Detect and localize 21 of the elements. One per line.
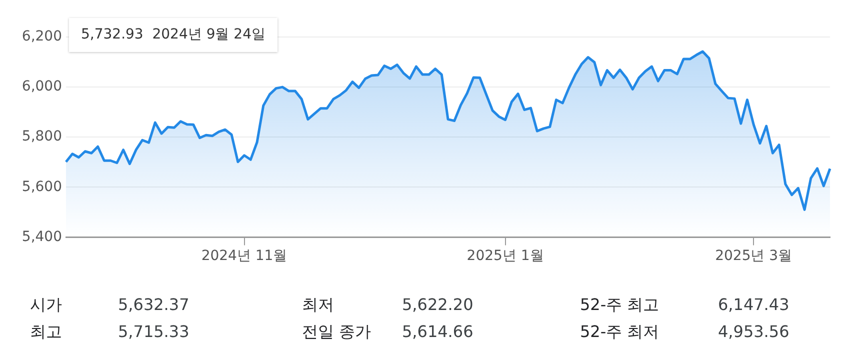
y-tick-label: 5,800: [22, 128, 62, 145]
text: 5,715.33: [118, 322, 190, 341]
text: 6,147.43: [718, 295, 790, 314]
text: 시가: [30, 295, 62, 316]
text: 최고: [30, 322, 62, 343]
text: 52-주 최저: [580, 322, 660, 343]
y-tick-label: 5,600: [22, 178, 62, 195]
text: 전일 종가: [302, 322, 372, 343]
y-tick-label: 5,400: [22, 228, 62, 245]
x-tick-label: 2024년 11월: [201, 248, 288, 264]
x-tick-label: 2025년 3월: [715, 248, 792, 264]
x-tick-label: 2025년 1월: [466, 248, 544, 264]
text: 52-주 최고: [580, 295, 660, 316]
text: 5,614.66: [402, 322, 474, 341]
annotation: 5,732.93 2024년 9월 24일: [81, 26, 266, 43]
text: 4,953.56: [718, 322, 790, 341]
text: 5,632.37: [118, 295, 190, 314]
y-tick-label: 6,000: [22, 78, 62, 95]
y-tick-label: 6,200: [22, 28, 62, 45]
text: 5,622.20: [402, 295, 474, 314]
text: 최저: [302, 295, 334, 316]
